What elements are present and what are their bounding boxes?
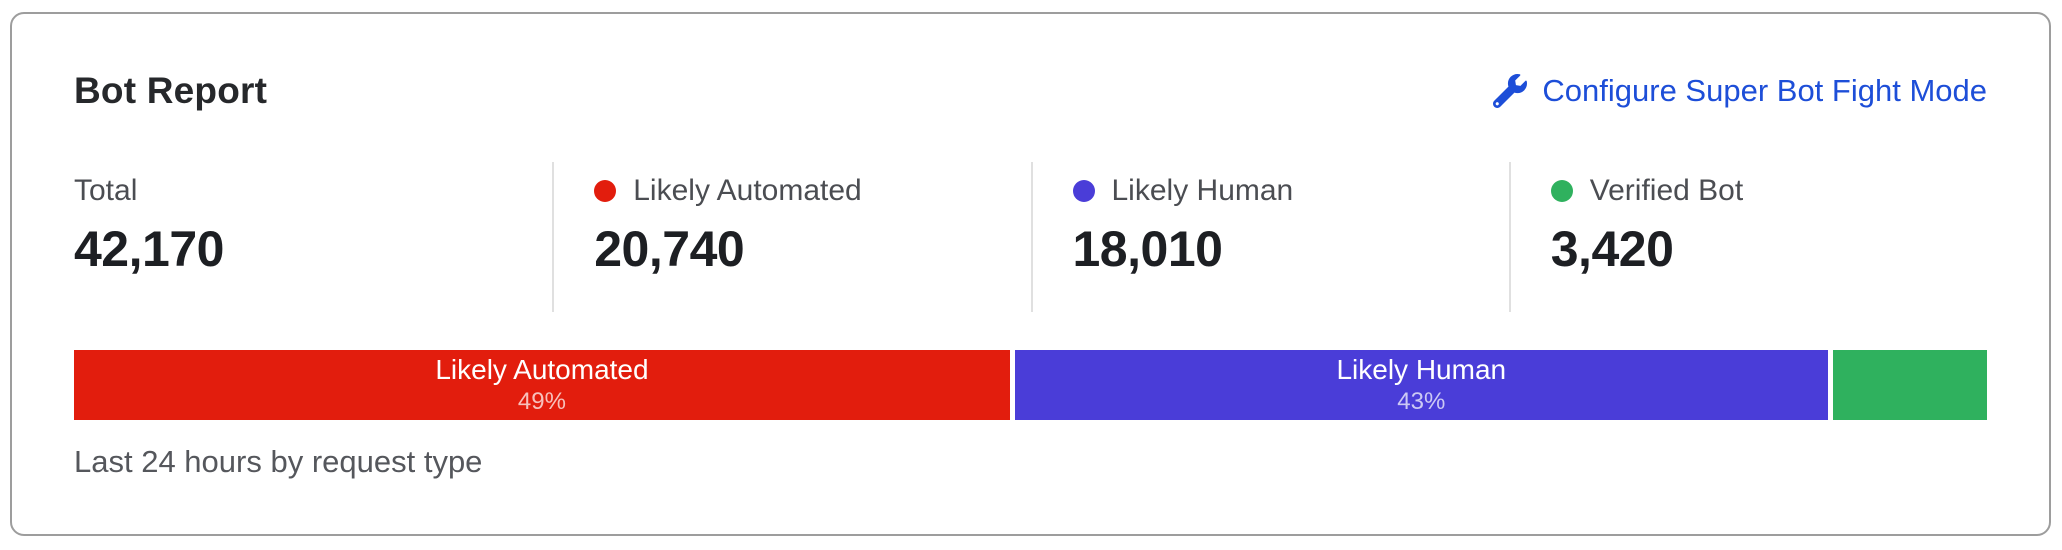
bar-segment-likely-automated-label: Likely Automated	[435, 353, 649, 385]
stat-likely-human-value: 18,010	[1072, 221, 1223, 277]
likely-automated-dot-icon	[594, 180, 617, 202]
stats-row: Total 42,170 Likely Automated 20,740 Lik…	[74, 162, 1987, 312]
bar-segment-likely-human-percent: 43%	[1397, 387, 1446, 415]
page-title: Bot Report	[74, 70, 268, 111]
card-header: Bot Report Configure Super Bot Fight Mod…	[74, 70, 1987, 112]
bar-segment-likely-human-label: Likely Human	[1336, 353, 1507, 385]
stat-verified-bot: Verified Bot 3,420	[1508, 162, 1987, 312]
stat-likely-human-label: Likely Human	[1111, 174, 1294, 207]
verified-bot-dot-icon	[1550, 180, 1573, 202]
likely-human-dot-icon	[1072, 180, 1095, 202]
request-type-stacked-bar: Likely Automated 49% Likely Human 43%	[74, 350, 1987, 420]
footnote: Last 24 hours by request type	[74, 444, 483, 479]
bar-segment-likely-human: Likely Human 43%	[1014, 350, 1828, 420]
stat-likely-automated-label: Likely Automated	[633, 174, 862, 207]
stat-likely-automated: Likely Automated 20,740	[552, 162, 1030, 312]
bar-segment-verified-bot	[1832, 350, 1987, 420]
bar-segment-likely-automated: Likely Automated 49%	[74, 350, 1010, 420]
configure-link-label: Configure Super Bot Fight Mode	[1542, 73, 1987, 108]
stat-total-value: 42,170	[74, 221, 224, 277]
bar-segment-likely-automated-percent: 49%	[517, 387, 566, 415]
configure-super-bot-fight-mode-link[interactable]: Configure Super Bot Fight Mode	[1493, 73, 1987, 109]
stat-total-label: Total	[74, 174, 138, 207]
stat-verified-bot-label: Verified Bot	[1589, 174, 1744, 207]
wrench-icon	[1493, 74, 1528, 108]
stat-likely-automated-value: 20,740	[594, 221, 745, 277]
bot-report-card: Bot Report Configure Super Bot Fight Mod…	[10, 12, 2051, 536]
stat-total: Total 42,170	[74, 162, 552, 312]
stat-verified-bot-value: 3,420	[1550, 221, 1674, 277]
stat-likely-human: Likely Human 18,010	[1030, 162, 1509, 312]
